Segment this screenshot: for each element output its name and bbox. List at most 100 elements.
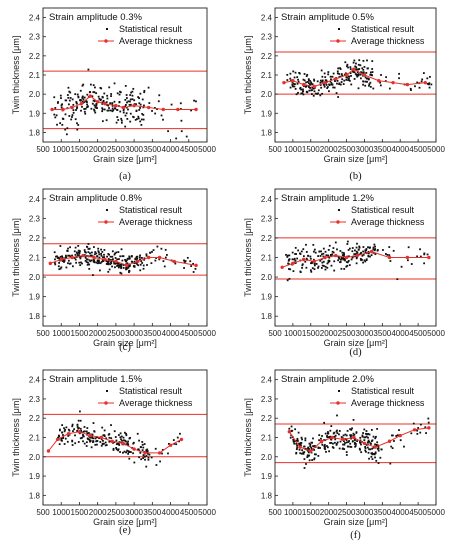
scatter-point [301, 264, 304, 267]
scatter-point [113, 100, 116, 103]
scatter-point [368, 448, 370, 451]
scatter-point [125, 260, 128, 263]
scatter-point [301, 263, 304, 266]
average-thickness-marker [55, 437, 60, 442]
scatter-point [64, 428, 66, 431]
scatter-point [76, 93, 79, 96]
scatter-point [299, 271, 302, 274]
average-thickness-marker [344, 255, 349, 260]
average-thickness-marker [146, 255, 151, 260]
scatter-point [141, 262, 144, 264]
scatter-point [316, 80, 319, 83]
chart-title: Strain amplitude 1.2% [281, 193, 374, 204]
scatter-point [343, 252, 345, 254]
scatter-point [61, 123, 64, 126]
scatter-point [368, 440, 371, 443]
x-tick-label: 1500 [302, 508, 320, 517]
scatter-point [79, 410, 81, 413]
scatter-point [296, 444, 298, 447]
scatter-point [350, 437, 352, 440]
scatter-point [124, 439, 126, 442]
scatter-point [107, 433, 110, 436]
scatter-point [93, 104, 96, 107]
scatter-point [349, 445, 352, 448]
scatter-point [337, 96, 340, 98]
scatter-point [367, 255, 370, 258]
scatter-point [333, 260, 336, 263]
scatter-point [295, 451, 298, 454]
scatter-point [63, 430, 66, 433]
scatter-point [373, 249, 376, 251]
scatter-point [141, 112, 144, 115]
scatter-point [183, 267, 185, 269]
x-tick-label: 5000 [198, 508, 216, 517]
scatter-point [320, 253, 323, 256]
scatter-point [76, 424, 79, 426]
scatter-point [71, 425, 74, 428]
scatter-point [89, 440, 91, 443]
scatter-point [93, 91, 96, 94]
scatter-point [110, 95, 112, 97]
scatter-point [87, 261, 89, 264]
scatter-point [77, 427, 80, 430]
scatter-point [302, 78, 305, 81]
scatter-point [117, 264, 120, 267]
scatter-point [348, 75, 351, 78]
scatter-point [296, 82, 299, 85]
scatter-point [359, 252, 362, 255]
scatter-point [130, 255, 133, 258]
scatter-point [315, 453, 317, 456]
scatter-point [367, 67, 369, 70]
scatter-point [342, 434, 345, 437]
average-thickness-marker [377, 79, 381, 83]
average-thickness-marker [355, 253, 359, 258]
scatter-point [122, 267, 125, 269]
scatter-point [78, 255, 81, 258]
scatter-point [186, 256, 189, 259]
scatter-point [60, 266, 63, 269]
scatter-point [137, 264, 140, 267]
scatter-point [179, 432, 181, 435]
scatter-point [371, 447, 373, 450]
scatter-point [309, 83, 312, 86]
scatter-point [313, 262, 316, 265]
scatter-point [350, 258, 353, 261]
scatter-point [339, 250, 342, 252]
scatter-point [116, 262, 119, 265]
scatter-point [129, 98, 132, 101]
scatter-point [330, 83, 333, 86]
scatter-point [112, 449, 115, 451]
x-tick-label: 1500 [71, 329, 89, 338]
scatter-point [374, 437, 377, 440]
scatter-point [370, 440, 373, 443]
scatter-point [311, 441, 314, 444]
scatter-point [72, 111, 75, 114]
scatter-point [160, 114, 163, 117]
scatter-point [91, 433, 94, 436]
scatter-point [370, 455, 373, 458]
average-thickness-marker [66, 431, 71, 436]
y-tick-label: 1.9 [29, 472, 41, 481]
scatter-point [363, 66, 366, 68]
scatter-point [362, 250, 365, 253]
chart-title: Strain amplitude 2.0% [281, 374, 374, 385]
chart-panel: 500 1000 1500 2000 2500 3000 3500 4000 4500 5000 1… [243, 369, 445, 541]
scatter-point [103, 256, 106, 258]
scatter-point [67, 434, 70, 437]
scatter-point [71, 114, 74, 116]
scatter-point [330, 78, 332, 81]
scatter-point [307, 446, 309, 449]
scatter-point [94, 86, 96, 89]
scatter-point [287, 259, 290, 262]
x-tick-label: 3000 [125, 329, 143, 338]
scatter-point [376, 249, 379, 251]
scatter-point [399, 439, 402, 442]
x-tick-label: 2000 [320, 508, 338, 517]
scatter-point [358, 68, 361, 70]
scatter-point [327, 248, 330, 251]
scatter-point [58, 429, 61, 432]
scatter-point [348, 247, 351, 250]
scatter-point [305, 251, 308, 253]
scatter-point [325, 254, 328, 257]
scatter-point [357, 74, 360, 77]
